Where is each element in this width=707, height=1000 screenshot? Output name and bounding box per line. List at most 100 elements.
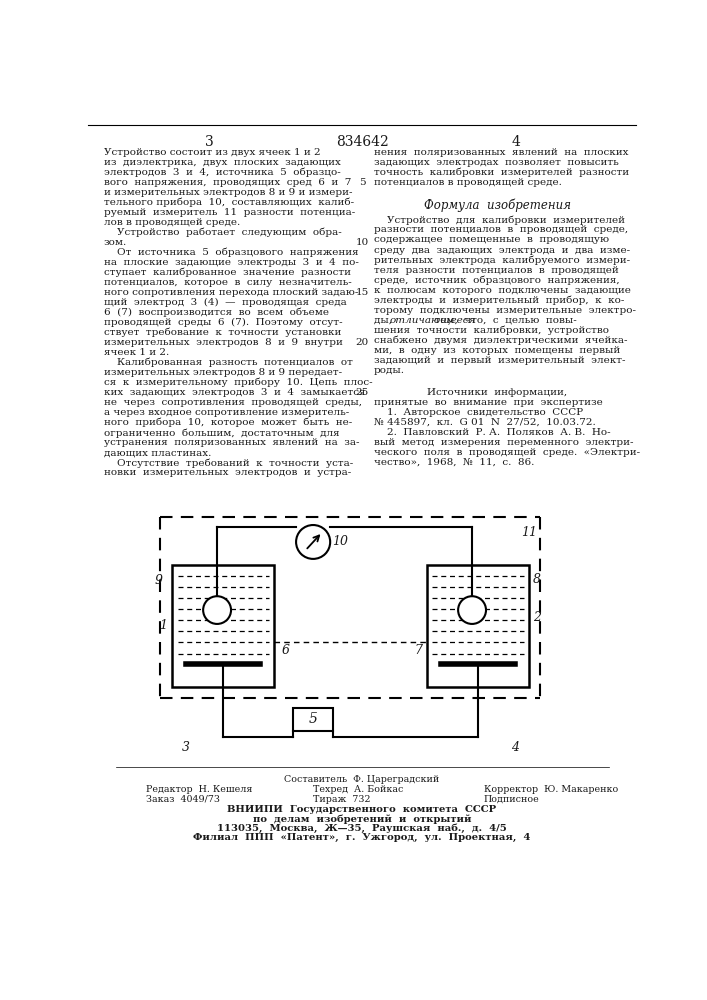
Text: 9: 9 bbox=[155, 574, 163, 587]
Text: № 445897,  кл.  G 01  N  27/52,  10.03.72.: № 445897, кл. G 01 N 27/52, 10.03.72. bbox=[373, 418, 595, 427]
Text: точность  калибровки  измерителей  разности: точность калибровки измерителей разности bbox=[373, 168, 629, 177]
Text: роды.: роды. bbox=[373, 366, 404, 375]
Text: разности  потенциалов  в  проводящей  среде,: разности потенциалов в проводящей среде, bbox=[373, 225, 628, 234]
Text: 6  (7)  воспроизводится  во  всем  объеме: 6 (7) воспроизводится во всем объеме bbox=[104, 308, 329, 317]
Text: Устройство состоит из двух ячеек 1 и 2: Устройство состоит из двух ячеек 1 и 2 bbox=[104, 148, 320, 157]
Text: 11: 11 bbox=[521, 526, 537, 539]
Text: задающих  электродах  позволяет  повысить: задающих электродах позволяет повысить bbox=[373, 158, 619, 167]
Text: к  полюсам  которого  подключены  задающие: к полюсам которого подключены задающие bbox=[373, 286, 631, 295]
Text: 25: 25 bbox=[356, 388, 368, 397]
Text: Тираж  732: Тираж 732 bbox=[313, 795, 370, 804]
Text: принятые  во  внимание  при  экспертизе: принятые во внимание при экспертизе bbox=[373, 398, 602, 407]
Text: содержащее  помещенные  в  проводящую: содержащее помещенные в проводящую bbox=[373, 235, 609, 244]
Text: не  через  сопротивления  проводящей  среды,: не через сопротивления проводящей среды, bbox=[104, 398, 362, 407]
Text: Подписное: Подписное bbox=[484, 795, 539, 804]
Text: по  делам  изобретений  и  открытий: по делам изобретений и открытий bbox=[252, 815, 471, 824]
Bar bbox=[293, 708, 333, 731]
Text: Источники  информации,: Источники информации, bbox=[427, 388, 567, 397]
Text: ступает  калиброванное  значение  разности: ступает калиброванное значение разности bbox=[104, 268, 351, 277]
Text: устранения  поляризованных  явлений  на  за-: устранения поляризованных явлений на за- bbox=[104, 438, 359, 447]
Text: щий  электрод  3  (4)  —  проводящая  среда: щий электрод 3 (4) — проводящая среда bbox=[104, 298, 346, 307]
Text: торому  подключены  измерительные  электро-: торому подключены измерительные электро- bbox=[373, 306, 636, 315]
Text: 5: 5 bbox=[309, 712, 317, 726]
Text: Составитель  Ф. Цареградский: Составитель Ф. Цареградский bbox=[284, 775, 440, 784]
Text: Отсутствие  требований  к  точности  уста-: Отсутствие требований к точности уста- bbox=[104, 458, 353, 468]
Text: Редактор  Н. Кешеля: Редактор Н. Кешеля bbox=[146, 785, 253, 794]
Text: 4: 4 bbox=[511, 135, 520, 149]
Text: 113035,  Москва,  Ж—35,  Раушская  наб.,  д.  4/5: 113035, Москва, Ж—35, Раушская наб., д. … bbox=[217, 824, 507, 833]
Text: дающих пластинах.: дающих пластинах. bbox=[104, 448, 211, 457]
Text: 1: 1 bbox=[159, 619, 168, 632]
Text: 8: 8 bbox=[533, 573, 542, 586]
Text: измерительных электродов 8 и 9 передает-: измерительных электродов 8 и 9 передает- bbox=[104, 368, 342, 377]
Text: измерительных  электродов  8  и  9  внутри: измерительных электродов 8 и 9 внутри bbox=[104, 338, 343, 347]
Text: Устройство  для  калибровки  измерителей: Устройство для калибровки измерителей bbox=[373, 215, 624, 225]
Bar bbox=[172, 565, 274, 687]
Text: 4: 4 bbox=[511, 741, 520, 754]
Text: ВНИИПИ  Государственного  комитета  СССР: ВНИИПИ Государственного комитета СССР bbox=[228, 805, 496, 814]
Text: руемый  измеритель  11  разности  потенциа-: руемый измеритель 11 разности потенциа- bbox=[104, 208, 355, 217]
Text: 10: 10 bbox=[356, 238, 368, 247]
Text: среду  два  задающих  электрода  и  два  изме-: среду два задающих электрода и два изме- bbox=[373, 246, 630, 255]
Text: ограниченно  большим,  достаточным  для: ограниченно большим, достаточным для bbox=[104, 428, 339, 438]
Text: 20: 20 bbox=[356, 338, 368, 347]
Text: чество»,  1968,  №  11,  с.  86.: чество», 1968, № 11, с. 86. bbox=[373, 458, 534, 467]
Text: потенциалов в проводящей среде.: потенциалов в проводящей среде. bbox=[373, 178, 561, 187]
Text: 3: 3 bbox=[204, 135, 214, 149]
Text: Заказ  4049/73: Заказ 4049/73 bbox=[146, 795, 221, 804]
Text: 2.  Павловский  Р. А.  Поляков  А. В.  Но-: 2. Павловский Р. А. Поляков А. В. Но- bbox=[373, 428, 610, 437]
Text: ного  прибора  10,  которое  может  быть  не-: ного прибора 10, которое может быть не- bbox=[104, 418, 352, 427]
Text: ся  к  измерительному  прибору  10.  Цепь  плос-: ся к измерительному прибору 10. Цепь пло… bbox=[104, 378, 373, 387]
Text: теля  разности  потенциалов  в  проводящей: теля разности потенциалов в проводящей bbox=[373, 266, 619, 275]
Text: потенциалов,  которое  в  силу  незначитель-: потенциалов, которое в силу незначитель- bbox=[104, 278, 351, 287]
Circle shape bbox=[458, 596, 486, 624]
Text: вого  напряжения,  проводящих  сред  6  и  7: вого напряжения, проводящих сред 6 и 7 bbox=[104, 178, 351, 187]
Text: вый  метод  измерения  переменного  электри-: вый метод измерения переменного электри- bbox=[373, 438, 633, 447]
Text: задающий  и  первый  измерительный  элект-: задающий и первый измерительный элект- bbox=[373, 356, 625, 365]
Circle shape bbox=[203, 596, 231, 624]
Text: на  плоские  задающие  электроды  3  и  4  по-: на плоские задающие электроды 3 и 4 по- bbox=[104, 258, 358, 267]
Text: ного сопротивления перехода плоский задаю-: ного сопротивления перехода плоский зада… bbox=[104, 288, 358, 297]
Text: ячеек 1 и 2.: ячеек 1 и 2. bbox=[104, 348, 169, 357]
Text: электроды  и  измерительный  прибор,  к  ко-: электроды и измерительный прибор, к ко- bbox=[373, 296, 624, 305]
Text: а через входное сопротивление измеритель-: а через входное сопротивление измеритель… bbox=[104, 408, 349, 417]
Text: и измерительных электродов 8 и 9 и измери-: и измерительных электродов 8 и 9 и измер… bbox=[104, 188, 352, 197]
Text: Техред  А. Бойкас: Техред А. Бойкас bbox=[313, 785, 404, 794]
Text: среде,  источник  образцового  напряжения,: среде, источник образцового напряжения, bbox=[373, 276, 619, 285]
Text: тем,  что,  с  целью  повы-: тем, что, с целью повы- bbox=[428, 316, 577, 325]
Circle shape bbox=[296, 525, 330, 559]
Text: ды,: ды, bbox=[373, 316, 398, 325]
Text: тельного прибора  10,  составляющих  калиб-: тельного прибора 10, составляющих калиб- bbox=[104, 198, 354, 207]
Text: из  диэлектрика,  двух  плоских  задающих: из диэлектрика, двух плоских задающих bbox=[104, 158, 341, 167]
Text: новки  измерительных  электродов  и  устра-: новки измерительных электродов и устра- bbox=[104, 468, 351, 477]
Text: рительных  электрода  калибруемого  измери-: рительных электрода калибруемого измери- bbox=[373, 256, 630, 265]
Text: ких  задающих  электродов  3  и  4  замыкается: ких задающих электродов 3 и 4 замыкается bbox=[104, 388, 366, 397]
Text: 15: 15 bbox=[356, 288, 368, 297]
Text: 834642: 834642 bbox=[336, 135, 389, 149]
Text: 6: 6 bbox=[282, 644, 290, 657]
Text: 2: 2 bbox=[533, 611, 542, 624]
Text: Филиал  ППП  «Патент»,  г.  Ужгород,  ул.  Проектная,  4: Филиал ППП «Патент», г. Ужгород, ул. Про… bbox=[193, 833, 531, 842]
Text: нения  поляризованных  явлений  на  плоских: нения поляризованных явлений на плоских bbox=[373, 148, 628, 157]
Bar bbox=[427, 565, 530, 687]
Text: ствует  требование  к  точности  установки: ствует требование к точности установки bbox=[104, 328, 341, 337]
Text: шения  точности  калибровки,  устройство: шения точности калибровки, устройство bbox=[373, 326, 609, 335]
Text: проводящей  среды  6  (7).  Поэтому  отсут-: проводящей среды 6 (7). Поэтому отсут- bbox=[104, 318, 342, 327]
Text: Калиброванная  разность  потенциалов  от: Калиброванная разность потенциалов от bbox=[104, 358, 353, 367]
Text: лов в проводящей среде.: лов в проводящей среде. bbox=[104, 218, 240, 227]
Text: 7: 7 bbox=[414, 644, 422, 657]
Text: 1.  Авторское  свидетельство  СССР: 1. Авторское свидетельство СССР bbox=[373, 408, 583, 417]
Text: Устройство  работает  следующим  обра-: Устройство работает следующим обра- bbox=[104, 228, 341, 237]
Text: Формула  изобретения: Формула изобретения bbox=[423, 199, 571, 212]
Text: ми,  в  одну  из  которых  помещены  первый: ми, в одну из которых помещены первый bbox=[373, 346, 620, 355]
Text: 10: 10 bbox=[332, 535, 349, 548]
Text: снабжено  двумя  диэлектрическими  ячейка-: снабжено двумя диэлектрическими ячейка- bbox=[373, 336, 627, 345]
Text: Корректор  Ю. Макаренко: Корректор Ю. Макаренко bbox=[484, 785, 618, 794]
Text: зом.: зом. bbox=[104, 238, 127, 247]
Text: электродов  3  и  4,  источника  5  образцо-: электродов 3 и 4, источника 5 образцо- bbox=[104, 168, 341, 177]
Text: 5: 5 bbox=[358, 178, 366, 187]
Text: 3: 3 bbox=[182, 741, 190, 754]
Text: отличающееся: отличающееся bbox=[390, 316, 476, 325]
Text: От  источника  5  образцового  напряжения: От источника 5 образцового напряжения bbox=[104, 248, 358, 257]
Text: ческого  поля  в  проводящей  среде.  «Электри-: ческого поля в проводящей среде. «Электр… bbox=[373, 448, 640, 457]
